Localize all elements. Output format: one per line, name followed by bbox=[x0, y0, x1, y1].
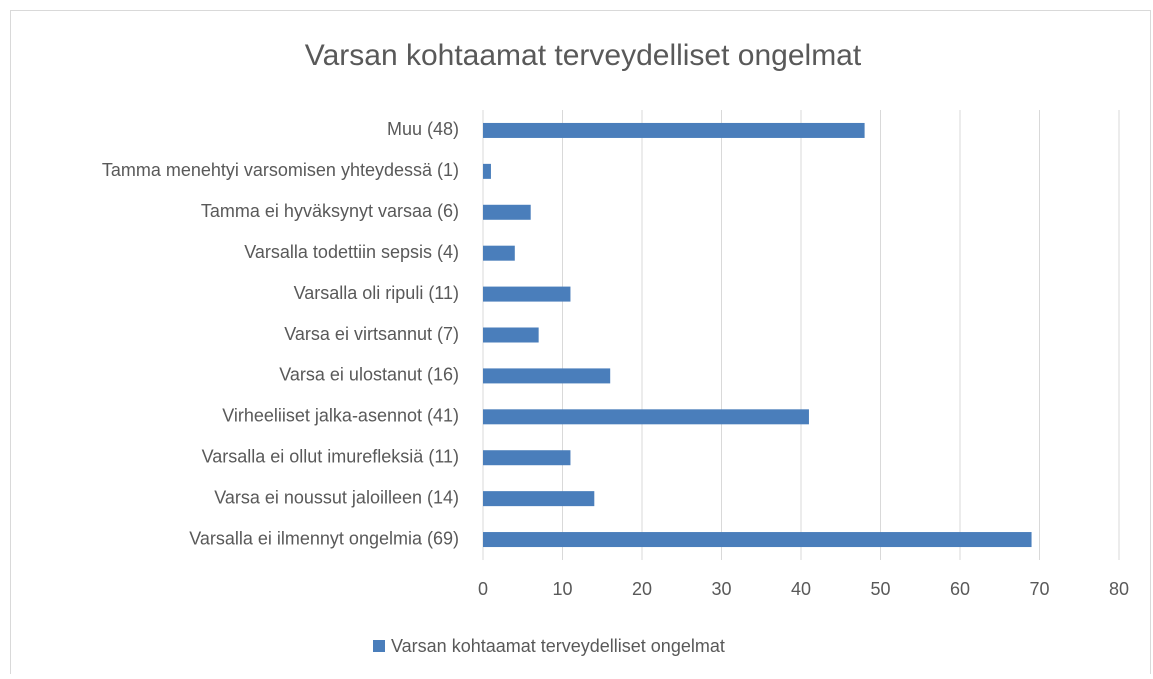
y-tick-label: Muu (48) bbox=[387, 119, 459, 139]
x-tick-label: 70 bbox=[1029, 579, 1049, 599]
y-tick-label: Varsalla ei ilmennyt ongelmia (69) bbox=[189, 528, 459, 548]
y-tick-label: Varsa ei ulostanut (16) bbox=[279, 365, 459, 385]
y-tick-label: Varsa ei virtsannut (7) bbox=[284, 324, 459, 344]
y-tick-label: Varsalla todettiin sepsis (4) bbox=[244, 242, 459, 262]
legend-label: Varsan kohtaamat terveydelliset ongelmat bbox=[391, 636, 725, 656]
x-tick-label: 80 bbox=[1109, 579, 1129, 599]
chart-frame bbox=[10, 10, 1151, 679]
chart-title: Varsan kohtaamat terveydelliset ongelmat bbox=[305, 39, 862, 72]
y-tick-label: Tamma ei hyväksynyt varsaa (6) bbox=[201, 201, 459, 221]
x-tick-label: 20 bbox=[632, 579, 652, 599]
y-tick-label: Tamma menehtyi varsomisen yhteydessä (1) bbox=[102, 160, 459, 180]
y-tick-label: Varsalla oli ripuli (11) bbox=[294, 283, 459, 303]
bar bbox=[483, 409, 809, 425]
bar bbox=[483, 450, 571, 466]
x-tick-label: 10 bbox=[552, 579, 572, 599]
bar bbox=[483, 368, 611, 384]
bar bbox=[483, 204, 531, 220]
x-tick-label: 0 bbox=[478, 579, 488, 599]
x-tick-label: 50 bbox=[870, 579, 890, 599]
bar bbox=[483, 163, 491, 179]
x-tick-label: 60 bbox=[950, 579, 970, 599]
bar bbox=[483, 532, 1032, 548]
bar bbox=[483, 491, 595, 507]
x-tick-label: 40 bbox=[791, 579, 811, 599]
y-tick-label: Virheeliiset jalka-asennot (41) bbox=[222, 406, 459, 426]
legend-swatch bbox=[373, 640, 385, 652]
bar bbox=[483, 327, 539, 343]
bar bbox=[483, 122, 865, 138]
bar bbox=[483, 286, 571, 302]
bar bbox=[483, 245, 515, 261]
x-tick-label: 30 bbox=[711, 579, 731, 599]
y-tick-label: Varsa ei noussut jaloilleen (14) bbox=[214, 487, 459, 507]
y-tick-label: Varsalla ei ollut imurefleksiä (11) bbox=[202, 446, 459, 466]
